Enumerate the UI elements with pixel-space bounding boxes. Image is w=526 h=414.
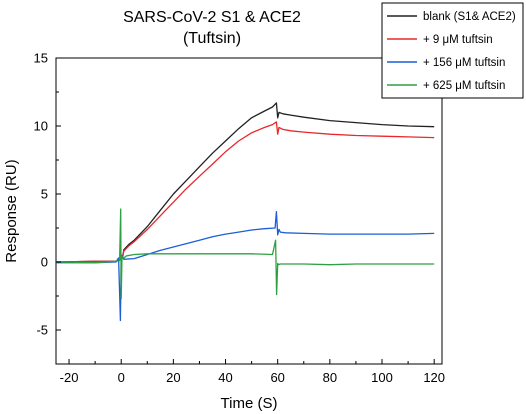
series-line-1 bbox=[55, 102, 435, 263]
legend-label-4: + 625 μM tuftsin bbox=[423, 80, 505, 92]
legend-label-2: + 9 μM tuftsin bbox=[423, 34, 493, 46]
y-tick-label: 10 bbox=[34, 119, 48, 134]
x-tick-label: -20 bbox=[60, 370, 79, 385]
series-layer bbox=[55, 102, 435, 322]
y-tick-label: 0 bbox=[41, 255, 48, 270]
legend: blank (S1& ACE2) + 9 μM tuftsin + 156 μM t… bbox=[381, 2, 524, 99]
y-axis: -5 0 5 10 15 bbox=[34, 51, 61, 365]
x-tick-label: 20 bbox=[166, 370, 180, 385]
chart-title-line2: (Tuftsin) bbox=[183, 30, 241, 47]
plot-area-frame bbox=[55, 57, 443, 365]
chart-title-line1: SARS-CoV-2 S1 & ACE2 bbox=[123, 9, 301, 26]
y-axis-label: Response (RU) bbox=[3, 159, 20, 262]
series-line-2 bbox=[55, 121, 435, 263]
x-axis: -20 0 20 40 60 80 100 120 bbox=[60, 359, 445, 385]
legend-label-3: + 156 μM tuftsin bbox=[423, 57, 505, 69]
x-tick-label: 120 bbox=[423, 370, 445, 385]
x-axis-label: Time (S) bbox=[221, 395, 278, 412]
y-tick-label: 5 bbox=[41, 187, 48, 202]
x-tick-label: 0 bbox=[118, 370, 125, 385]
legend-label-1: blank (S1& ACE2) bbox=[423, 11, 516, 23]
y-tick-label: 15 bbox=[34, 51, 48, 66]
legend-box bbox=[381, 2, 524, 99]
y-tick-label: -5 bbox=[36, 323, 48, 338]
x-tick-label: 60 bbox=[270, 370, 284, 385]
x-tick-label: 80 bbox=[323, 370, 337, 385]
series-line-4 bbox=[55, 208, 435, 300]
x-tick-label: 40 bbox=[218, 370, 232, 385]
x-tick-label: 100 bbox=[371, 370, 393, 385]
series-line-3 bbox=[56, 211, 435, 322]
